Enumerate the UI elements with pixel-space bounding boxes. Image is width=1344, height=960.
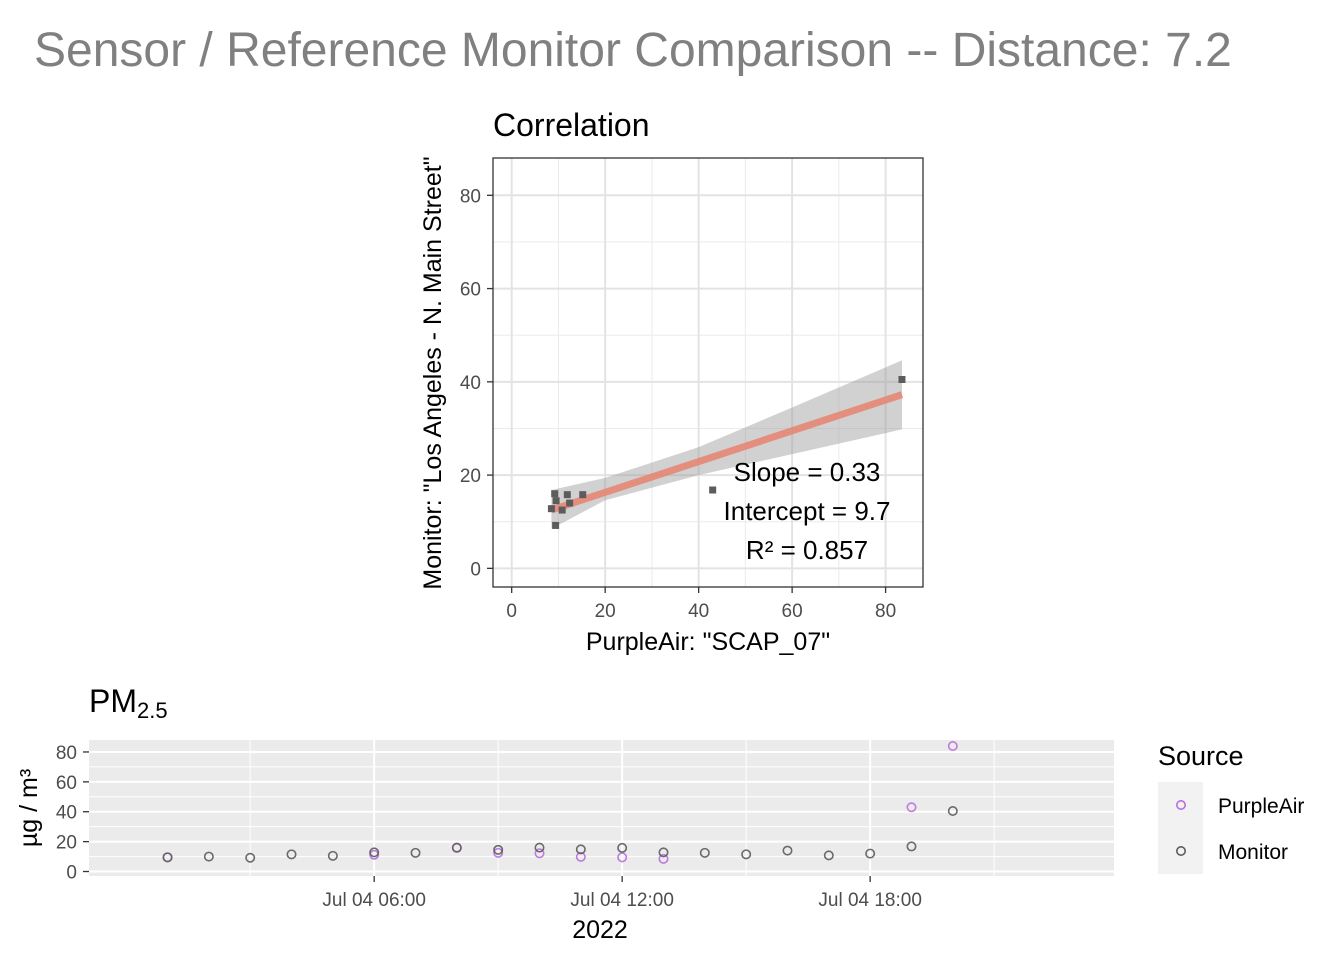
timeseries-x-ticks: Jul 04 06:00 Jul 04 12:00 Jul 04 18:00 bbox=[322, 876, 922, 911]
timeseries-grid bbox=[89, 740, 1114, 876]
correlation-x-tick-label: 80 bbox=[875, 601, 896, 622]
timeseries-y-tick-label: 20 bbox=[56, 833, 77, 854]
correlation-panel: Correlation Slope = 0.33 Intercept = 9.7… bbox=[419, 107, 924, 656]
legend-key-background bbox=[1158, 782, 1203, 874]
correlation-stats: Slope = 0.33 Intercept = 9.7 R² = 0.857 bbox=[724, 457, 891, 565]
timeseries-point-purpleair bbox=[906, 802, 917, 813]
timeseries-x-tick-label: Jul 04 18:00 bbox=[818, 890, 922, 911]
correlation-point bbox=[558, 506, 566, 514]
timeseries-y-tick-label: 80 bbox=[56, 743, 77, 764]
correlation-point bbox=[709, 486, 717, 494]
timeseries-point-monitor bbox=[203, 851, 214, 862]
correlation-y-tick-label: 40 bbox=[460, 373, 481, 394]
correlation-title: Correlation bbox=[493, 107, 650, 143]
correlation-y-tick-label: 20 bbox=[460, 466, 481, 487]
timeseries-point-monitor bbox=[162, 852, 173, 863]
timeseries-y-tick-label: 40 bbox=[56, 803, 77, 824]
timeseries-point-monitor bbox=[369, 847, 380, 858]
correlation-plot-border bbox=[492, 157, 924, 588]
stat-slope: Slope = 0.33 bbox=[734, 457, 881, 487]
correlation-x-ticks: 0 20 40 60 80 bbox=[506, 587, 896, 622]
correlation-y-ticks: 0 20 40 60 80 bbox=[460, 186, 493, 580]
timeseries-point-purpleair bbox=[617, 852, 628, 863]
timeseries-point-monitor bbox=[617, 842, 628, 853]
timeseries-points bbox=[162, 740, 958, 864]
fit-line bbox=[550, 391, 904, 514]
timeseries-y-axis-title: µg / m³ bbox=[15, 769, 43, 847]
legend: Source PurpleAir Monitor bbox=[1158, 741, 1304, 874]
correlation-x-axis-title: PurpleAir: "SCAP_07" bbox=[586, 628, 830, 656]
correlation-point bbox=[566, 499, 574, 507]
timeseries-point-monitor bbox=[823, 850, 834, 861]
timeseries-point-monitor bbox=[947, 805, 958, 816]
timeseries-title: PM2.5 bbox=[89, 683, 168, 723]
correlation-grid bbox=[493, 158, 923, 587]
timeseries-point-monitor bbox=[575, 844, 586, 855]
timeseries-y-ticks: 0 20 40 60 80 bbox=[56, 743, 89, 884]
timeseries-point-purpleair bbox=[575, 851, 586, 862]
timeseries-point-monitor bbox=[782, 845, 793, 856]
correlation-confidence-band bbox=[551, 360, 902, 529]
correlation-plot-background bbox=[493, 158, 923, 587]
correlation-x-tick-label: 20 bbox=[595, 601, 616, 622]
correlation-y-tick-label: 0 bbox=[470, 559, 481, 580]
timeseries-point-monitor bbox=[493, 844, 504, 855]
correlation-y-tick-label: 60 bbox=[460, 280, 481, 301]
timeseries-point-monitor bbox=[286, 849, 297, 860]
correlation-y-tick-label: 80 bbox=[460, 186, 481, 207]
timeseries-point-monitor bbox=[327, 850, 338, 861]
timeseries-point-monitor bbox=[741, 849, 752, 860]
correlation-x-tick-label: 0 bbox=[506, 601, 517, 622]
timeseries-panel: PM2.5 Jul 04 06:00 Jul 04 12:00 Jul 04 18:… bbox=[15, 683, 1114, 944]
stat-intercept: Intercept = 9.7 bbox=[724, 496, 891, 526]
correlation-point bbox=[579, 491, 587, 499]
timeseries-point-purpleair bbox=[947, 740, 958, 751]
correlation-point bbox=[898, 375, 906, 383]
timeseries-point-monitor bbox=[410, 847, 421, 858]
stat-r-squared: R² = 0.857 bbox=[746, 535, 868, 565]
timeseries-point-monitor bbox=[534, 842, 545, 853]
legend-key-purpleair bbox=[1176, 799, 1187, 810]
timeseries-point-monitor bbox=[451, 842, 462, 853]
legend-label-purpleair: PurpleAir bbox=[1218, 795, 1304, 818]
timeseries-point-monitor bbox=[245, 852, 256, 863]
correlation-point bbox=[552, 521, 560, 529]
correlation-x-tick-label: 60 bbox=[782, 601, 803, 622]
timeseries-x-axis-title: 2022 bbox=[572, 916, 628, 944]
timeseries-title-main: PM bbox=[89, 683, 137, 719]
timeseries-x-tick-label: Jul 04 12:00 bbox=[570, 890, 674, 911]
timeseries-plot-background bbox=[89, 740, 1114, 876]
timeseries-point-purpleair bbox=[658, 853, 669, 864]
correlation-x-tick-label: 40 bbox=[688, 601, 709, 622]
legend-label-monitor: Monitor bbox=[1218, 841, 1288, 864]
main-title: Sensor / Reference Monitor Comparison --… bbox=[34, 24, 1232, 77]
timeseries-y-tick-label: 0 bbox=[66, 863, 77, 884]
timeseries-point-purpleair bbox=[534, 848, 545, 859]
correlation-fit-line bbox=[550, 391, 904, 514]
timeseries-title-subscript: 2.5 bbox=[137, 698, 168, 723]
legend-key-monitor bbox=[1176, 845, 1187, 856]
timeseries-point-monitor bbox=[699, 847, 710, 858]
timeseries-point-monitor bbox=[906, 841, 917, 852]
confidence-band bbox=[551, 360, 902, 529]
timeseries-point-monitor bbox=[865, 848, 876, 859]
correlation-y-axis-title: Monitor: "Los Angeles - N. Main Street" bbox=[419, 156, 447, 589]
correlation-points bbox=[547, 375, 906, 529]
legend-title: Source bbox=[1158, 741, 1244, 771]
correlation-point bbox=[551, 490, 559, 498]
timeseries-y-tick-label: 60 bbox=[56, 773, 77, 794]
correlation-point bbox=[552, 497, 560, 505]
timeseries-x-tick-label: Jul 04 06:00 bbox=[322, 890, 426, 911]
correlation-point bbox=[563, 491, 571, 499]
timeseries-point-purpleair bbox=[493, 847, 504, 858]
correlation-point bbox=[547, 505, 555, 513]
timeseries-point-monitor bbox=[658, 847, 669, 858]
